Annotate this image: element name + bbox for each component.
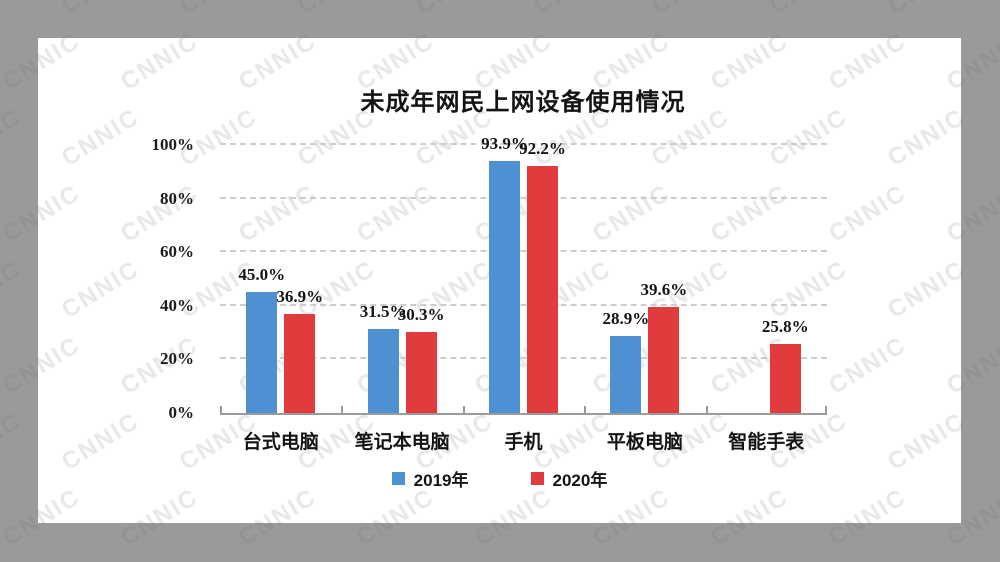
- gridline: [220, 196, 827, 199]
- value-label: 39.6%: [640, 279, 688, 299]
- gridline: [220, 143, 827, 145]
- bar-2020: [769, 343, 801, 413]
- gridline: [220, 303, 827, 306]
- y-axis-label: 60%: [160, 242, 194, 262]
- x-axis-tick: [341, 406, 344, 413]
- bar-2019: [610, 335, 642, 413]
- bar-2019: [489, 161, 520, 413]
- value-label: 93.9%: [481, 134, 528, 154]
- legend-label: 2020年: [552, 471, 608, 490]
- bar-2020: [284, 314, 316, 413]
- bar-2019: [246, 292, 278, 413]
- watermark-text: CNNIC: [0, 103, 27, 172]
- legend-label: 2019年: [413, 471, 469, 490]
- watermark-text: CNNIC: [529, 0, 617, 21]
- value-label: 30.3%: [397, 304, 445, 324]
- watermark-text: CNNIC: [883, 0, 971, 21]
- legend-item: 2020年: [530, 466, 608, 491]
- legend-item: 2019年: [391, 466, 469, 491]
- x-axis-tick: [705, 406, 708, 413]
- y-axis-label: 100%: [151, 135, 195, 154]
- legend-swatch: [391, 472, 405, 485]
- category-label: 台式电脑: [242, 432, 319, 453]
- value-label: 31.5%: [359, 301, 407, 321]
- category-label: 平板电脑: [606, 432, 683, 453]
- watermark-text: CNNIC: [647, 0, 735, 21]
- category-label: 手机: [504, 432, 543, 453]
- chart-panel: 未成年网民上网设备使用情况 0% 20% 40% 60% 80% 100% 45.0% 31.…: [38, 38, 961, 523]
- legend-swatch: [530, 472, 544, 485]
- value-label: 45.0%: [238, 265, 286, 285]
- category-label: 智能手表: [728, 432, 805, 453]
- category-label: 笔记本电脑: [354, 432, 450, 453]
- watermark-text: CNNIC: [175, 0, 263, 21]
- y-axis-label: 80%: [160, 188, 194, 208]
- x-axis-tick: [462, 406, 465, 413]
- y-axis-label: 20%: [160, 349, 194, 369]
- watermark-text: CNNIC: [0, 255, 27, 324]
- value-label: 92.2%: [519, 138, 566, 158]
- watermark-text: CNNIC: [411, 0, 499, 21]
- watermark-text: CNNIC: [293, 0, 381, 21]
- gridline: [220, 357, 827, 360]
- x-axis-tick: [220, 406, 222, 413]
- legend: 2019年 2020年: [38, 466, 961, 491]
- bar-chart: 未成年网民上网设备使用情况 0% 20% 40% 60% 80% 100% 45.0% 31.…: [38, 38, 961, 523]
- watermark-text: CNNIC: [57, 0, 145, 21]
- watermark-text: CNNIC: [0, 407, 27, 476]
- y-axis-label: 40%: [160, 295, 194, 315]
- value-label: 28.9%: [602, 308, 650, 328]
- bar-2020: [527, 165, 558, 413]
- bar-2019: [367, 328, 399, 413]
- value-label: 25.8%: [761, 316, 809, 336]
- value-label: 36.9%: [276, 287, 324, 307]
- bar-2020: [648, 306, 680, 413]
- watermark-text: CNNIC: [0, 0, 27, 21]
- x-axis-tick: [584, 406, 587, 413]
- bar-2020: [405, 331, 437, 413]
- gridline: [220, 250, 827, 253]
- y-axis-label: 0%: [168, 403, 195, 422]
- watermark-text: CNNIC: [765, 0, 853, 21]
- x-axis-tick: [825, 406, 827, 413]
- chart-title: 未成年网民上网设备使用情况: [360, 89, 686, 116]
- plot-area: 0% 20% 40% 60% 80% 100% 45.0% 31.5% 93.9% 28.9% 36…: [152, 134, 827, 453]
